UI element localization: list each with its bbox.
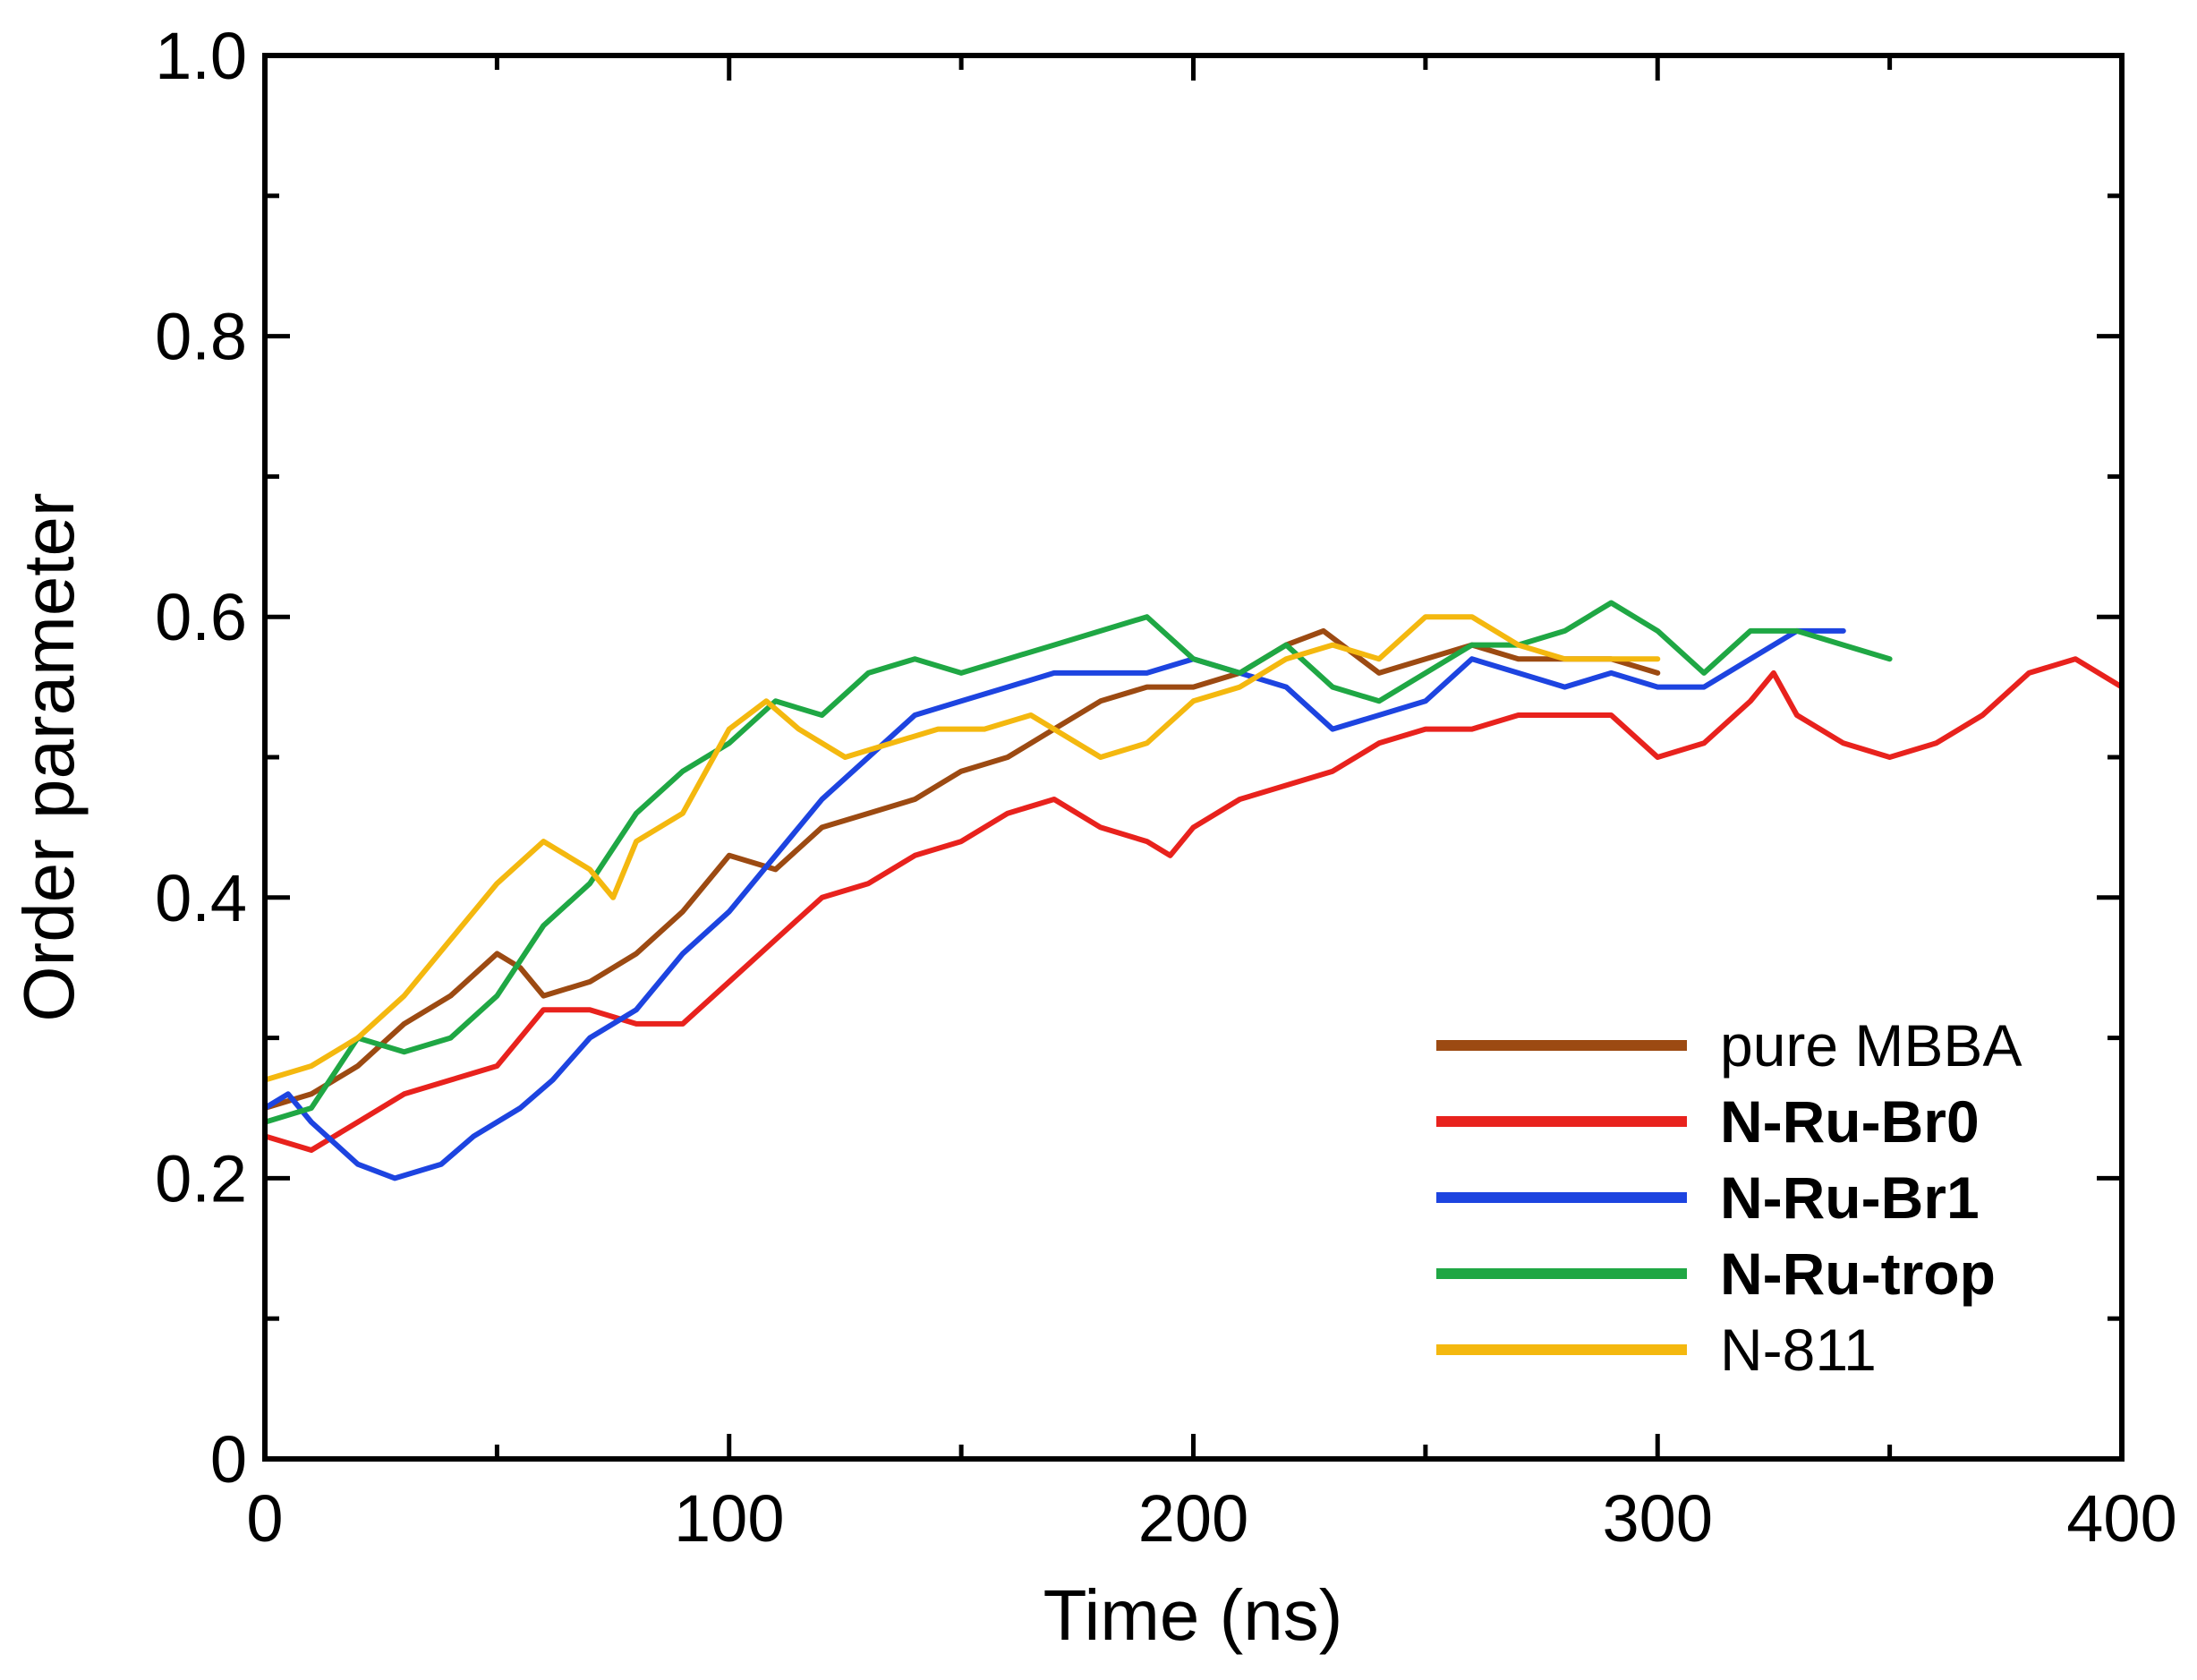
series-line-n-ru-br0 xyxy=(262,656,2125,1153)
legend-label-n-811: N-811 xyxy=(1720,1317,1877,1383)
ticks-layer xyxy=(265,55,2122,1459)
series-layer xyxy=(262,600,2125,1181)
x-tick-label: 0 xyxy=(246,1481,283,1556)
y-tick-label: 0.4 xyxy=(155,861,247,935)
legend: pure MBBA N-Ru-Br0 N-Ru-Br1 N-Ru-trop N-811 xyxy=(1436,1012,2022,1383)
y-tick-label: 0.6 xyxy=(155,580,247,654)
x-tick-label: 100 xyxy=(674,1481,784,1556)
series-line-n-ru-br1 xyxy=(262,627,1846,1181)
series-line-pure-mbba xyxy=(262,627,1661,1111)
x-tick-label: 400 xyxy=(2066,1481,2176,1556)
y-tick-label: 0 xyxy=(210,1422,247,1497)
legend-label-n-ru-br0: N-Ru-Br0 xyxy=(1720,1088,1980,1155)
y-tick-label: 1.0 xyxy=(155,19,247,93)
legend-label-pure-mbba: pure MBBA xyxy=(1720,1012,2022,1079)
y-tick-label: 0.2 xyxy=(155,1141,247,1215)
y-tick-label: 0.8 xyxy=(155,300,247,374)
legend-label-n-ru-br1: N-Ru-Br1 xyxy=(1720,1164,1980,1231)
series-line-n-811 xyxy=(262,614,1661,1083)
x-tick-label: 200 xyxy=(1138,1481,1248,1556)
legend-label-n-ru-trop: N-Ru-trop xyxy=(1720,1241,1996,1307)
y-axis-title: Order parameter xyxy=(9,492,89,1021)
labels-layer: 0 100 200 300 400 0 0.2 0.4 0.6 0.8 1.0 xyxy=(155,19,2177,1556)
x-axis-title: Time (ns) xyxy=(1043,1575,1343,1655)
x-tick-label: 300 xyxy=(1603,1481,1713,1556)
series-line-n-ru-trop xyxy=(262,600,1893,1125)
